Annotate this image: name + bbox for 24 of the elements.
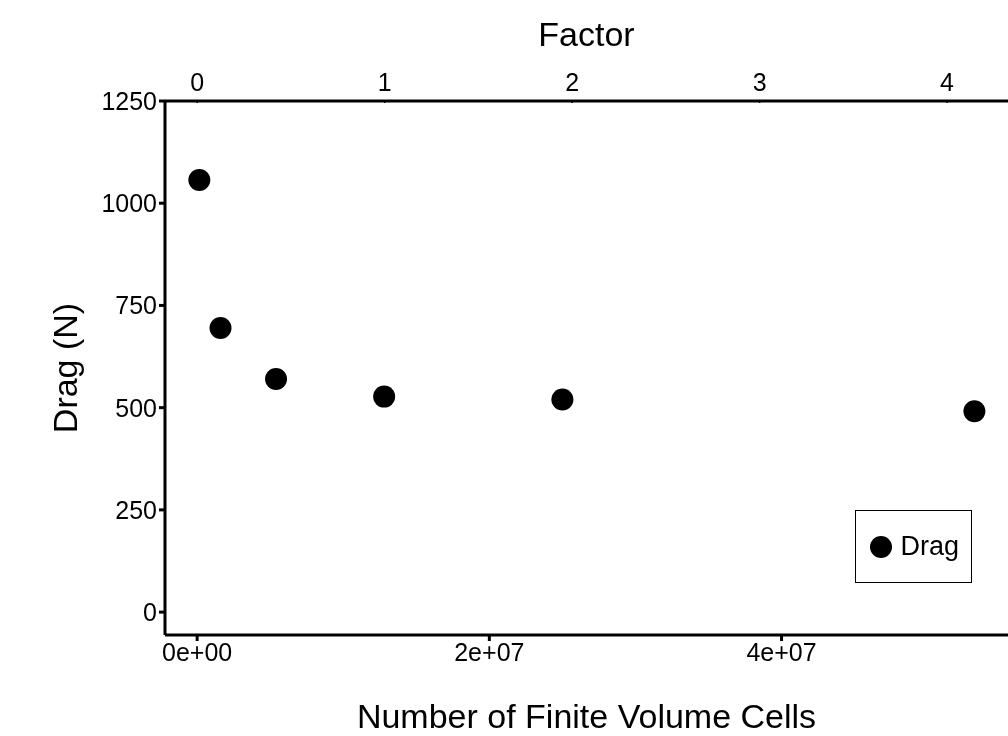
y-tick-label: 750 xyxy=(115,291,157,320)
y-tick-label: 0 xyxy=(143,597,157,626)
x2-tick-label: 1 xyxy=(377,68,392,96)
x2-tick-label: 3 xyxy=(752,68,767,96)
x2-axis-title: Factor xyxy=(538,15,635,53)
point xyxy=(373,385,396,408)
x2-tick-label: 0 xyxy=(190,68,205,96)
x2-tick-label: 2 xyxy=(565,68,580,96)
point xyxy=(265,368,288,391)
point xyxy=(188,168,211,191)
x-tick-label: 2e+07 xyxy=(454,637,525,666)
y-tick-label: 1250 xyxy=(101,86,157,115)
point xyxy=(963,400,986,423)
x-tick-label: 0e+00 xyxy=(162,637,233,666)
legend-label: Drag xyxy=(899,531,959,562)
y-tick-label: 1000 xyxy=(101,189,157,218)
x-tick-label: 4e+07 xyxy=(746,637,817,666)
x-axis-title: Number of Finite Volume Cells xyxy=(356,697,817,735)
x2-tick-label: 4 xyxy=(940,68,955,96)
y-tick-label: 250 xyxy=(115,495,157,524)
y-axis-title: Drag (N) xyxy=(46,302,85,434)
point xyxy=(551,388,574,411)
y-tick-label: 500 xyxy=(115,393,157,422)
point xyxy=(209,316,232,339)
